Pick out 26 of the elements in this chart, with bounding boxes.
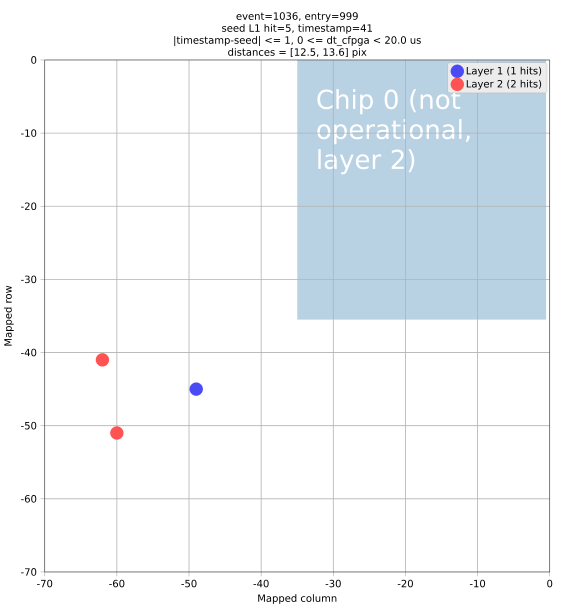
y-axis-title: Mapped row <box>4 286 14 346</box>
x-tick-label: -50 <box>181 580 197 588</box>
chart-subtitle: seed L1 hit=5, timestamp=41 |timestamp-seed| <= 1, 0 <= dt_cfpga < 20.0 us distances = [12.5, 13.6] pix <box>174 24 421 58</box>
y-tick-label: -40 <box>21 348 36 356</box>
y-tick-label: -30 <box>21 276 36 284</box>
point <box>190 382 203 396</box>
x-tick-label: -10 <box>470 580 486 588</box>
annotation: Chip 0 (not operational, layer 2) <box>317 89 470 174</box>
y-tick-label: 0 <box>31 56 36 64</box>
x-axis-title: Mapped column <box>258 594 336 604</box>
x-tick-label: -20 <box>398 580 413 588</box>
y-tick-label: -70 <box>21 568 36 576</box>
legend-label: Layer 1 (1 hits) <box>466 66 542 76</box>
point <box>110 426 124 440</box>
y-tick-label: -20 <box>21 202 36 210</box>
chart-title: event=1036, entry=999 <box>236 12 358 22</box>
x-tick-label: 0 <box>547 580 552 588</box>
legend-label: Layer 2 (2 hits) <box>466 80 542 90</box>
x-tick-label: -40 <box>253 580 269 588</box>
y-tick-label: -60 <box>21 495 36 503</box>
y-tick-label: -50 <box>21 422 36 430</box>
point <box>96 353 110 367</box>
x-tick-label: -70 <box>37 580 52 588</box>
y-tick-label: -10 <box>21 129 36 137</box>
x-tick-label: -60 <box>109 580 124 588</box>
x-tick-label: -30 <box>326 580 341 588</box>
